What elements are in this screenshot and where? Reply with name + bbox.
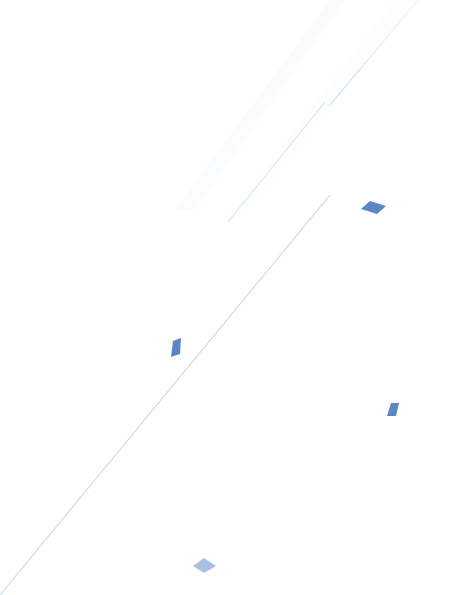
shape [361,201,386,214]
light-band [175,0,345,210]
diagonal-line [227,101,326,223]
diagonal-line [329,0,419,106]
shape [171,338,181,357]
diagonal-line [0,194,331,595]
shape [193,558,216,573]
shape [387,403,399,416]
